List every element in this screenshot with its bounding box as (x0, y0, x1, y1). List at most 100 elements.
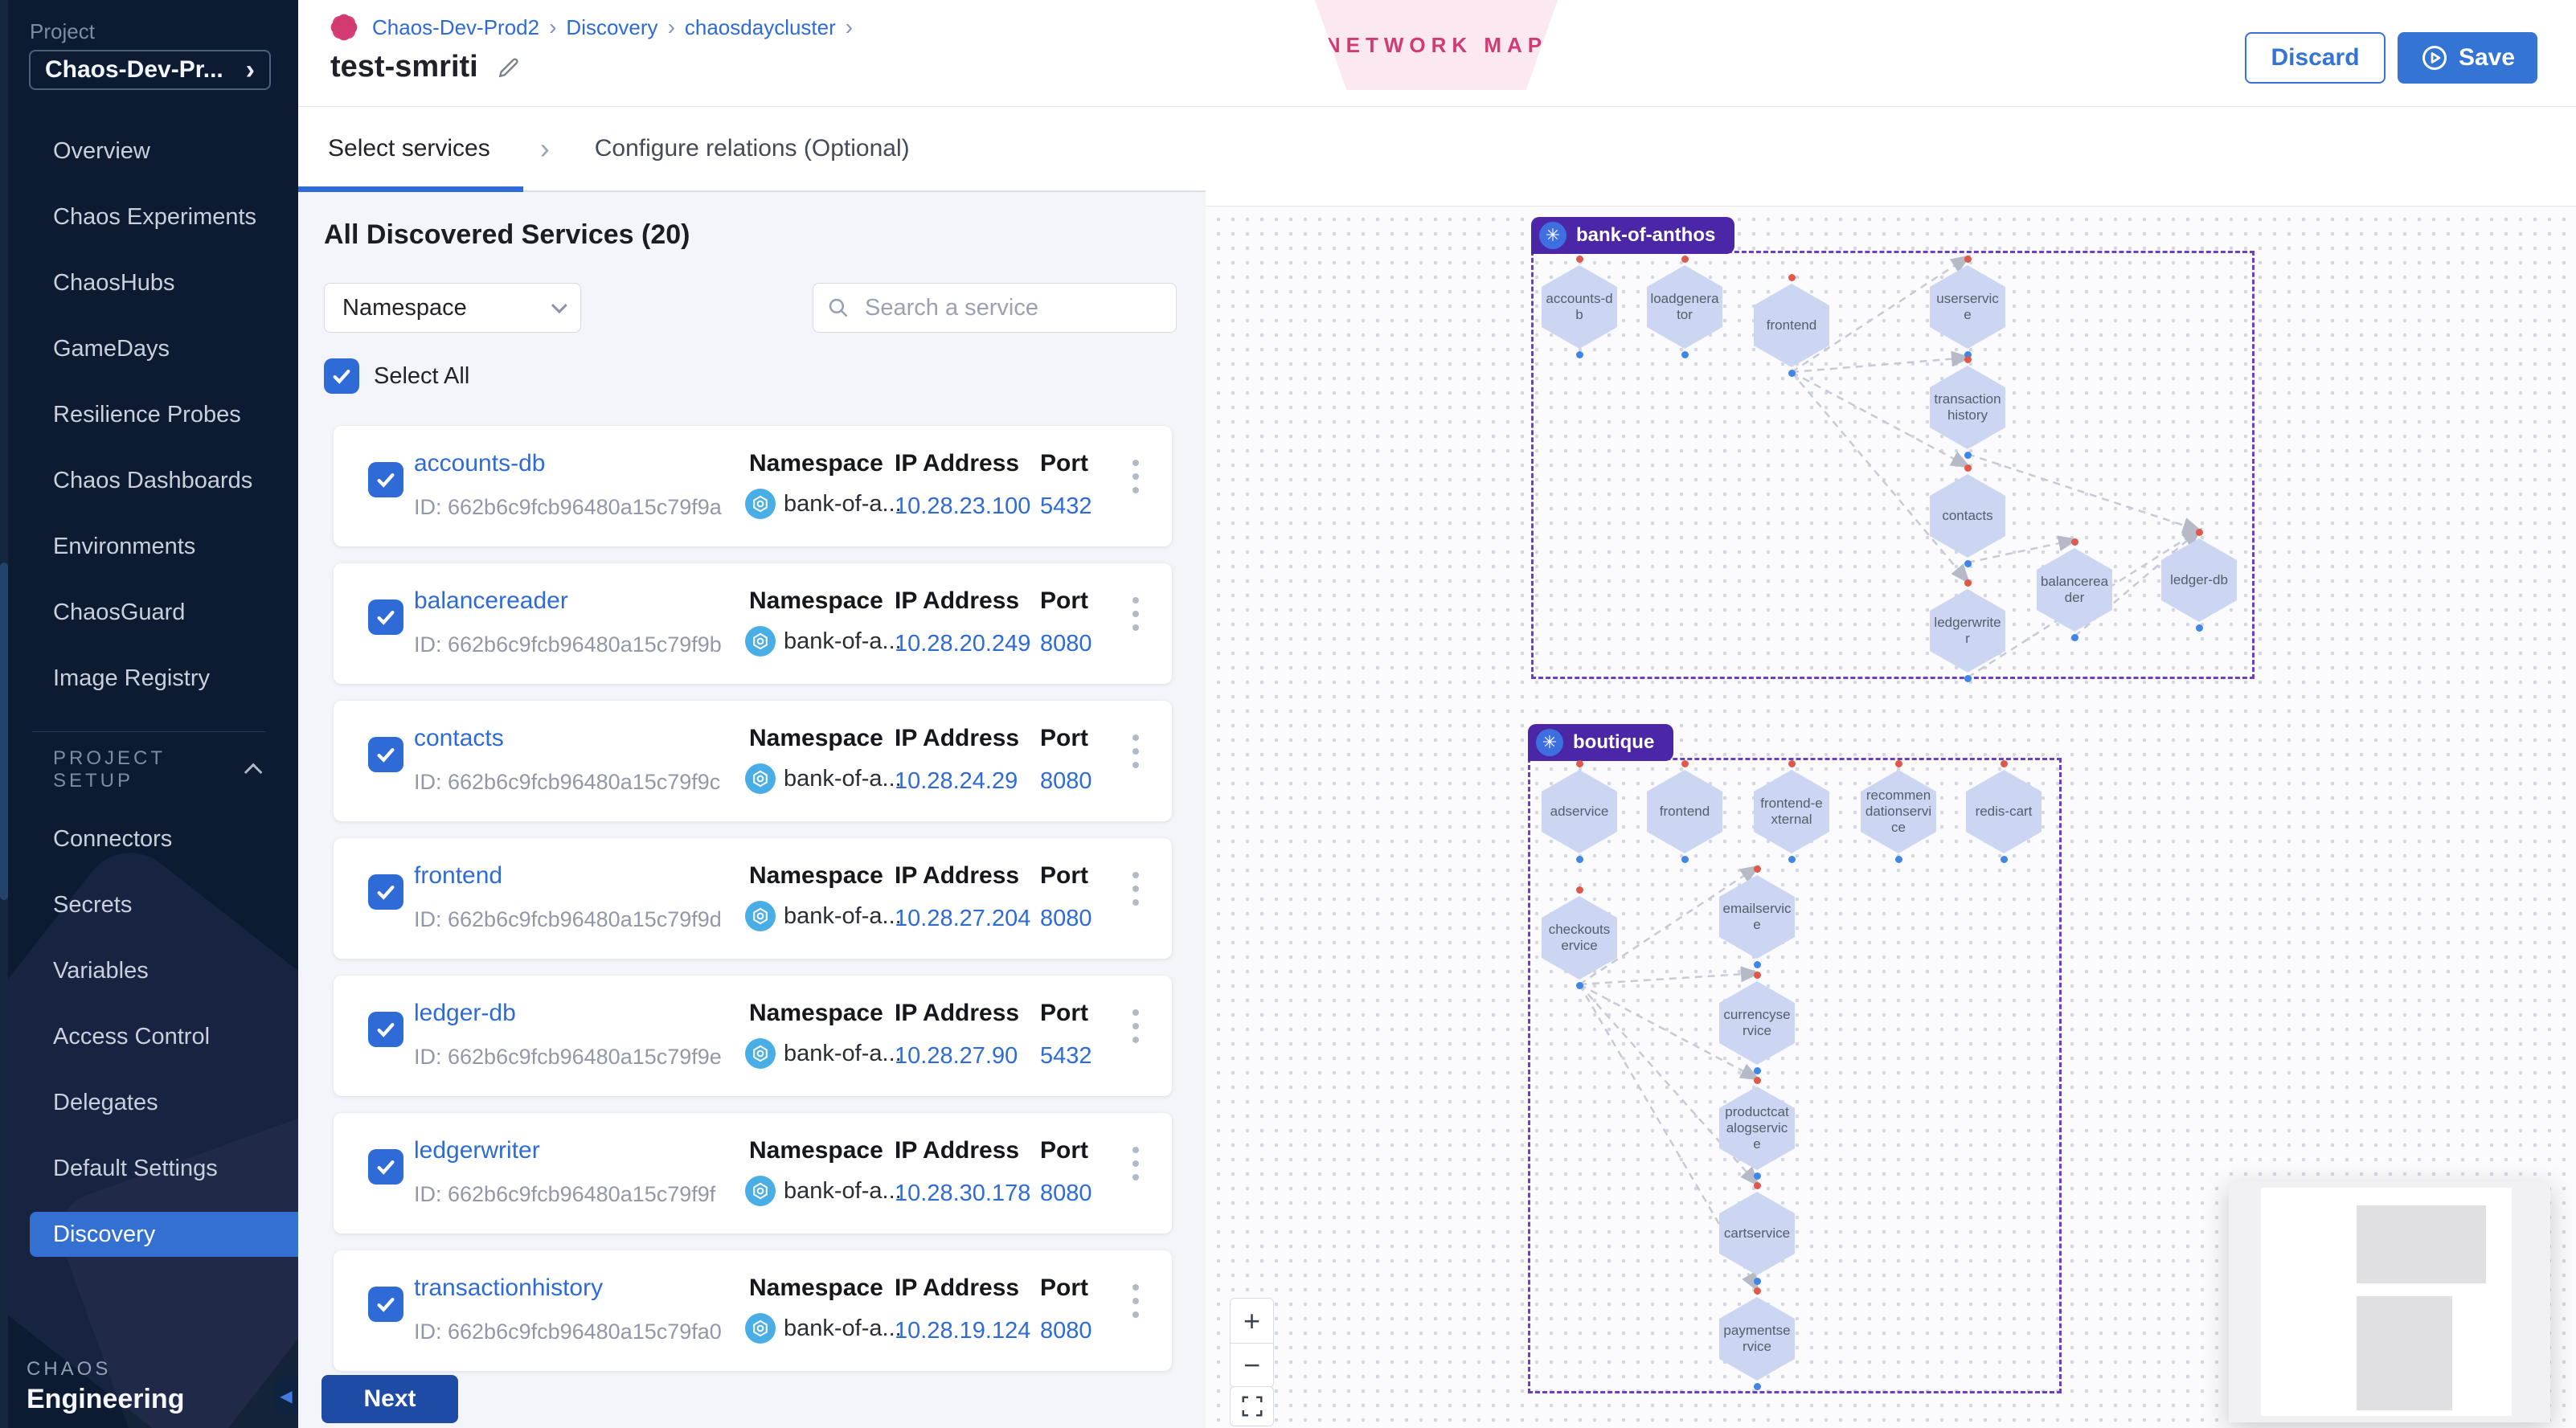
breadcrumb-link-chaosdaycluster[interactable]: chaosdaycluster (684, 14, 836, 39)
node-output-dot (1788, 856, 1796, 863)
service-port: 8080 (1040, 1318, 1092, 1344)
project-setup-header[interactable]: PROJECT SETUP (53, 747, 263, 792)
sidebar-collapse-button[interactable]: ◀ (274, 1377, 298, 1414)
node-input-dot (1964, 579, 1972, 587)
service-namespace: bank-of-a... (745, 1038, 902, 1069)
page-header: Chaos-Dev-Prod2 › Discovery › chaosdaycluste… (298, 0, 2576, 107)
kebab-menu[interactable] (1129, 869, 1142, 909)
kebab-menu[interactable] (1129, 1006, 1142, 1046)
column-header-ip: IP Address (895, 1275, 1020, 1301)
sidebar-item-overview[interactable]: Overview (53, 137, 150, 164)
kebab-menu[interactable] (1129, 1281, 1142, 1321)
sidebar-item-chaos-dashboards[interactable]: Chaos Dashboards (53, 467, 253, 493)
select-all-checkbox[interactable] (324, 358, 359, 394)
sidebar-item-discovery[interactable]: Discovery (30, 1212, 298, 1257)
node-output-dot (1964, 351, 1972, 358)
node-input-dot (2195, 529, 2203, 536)
column-header-ip: IP Address (895, 1000, 1020, 1026)
brand-bottom: Engineering (27, 1384, 185, 1414)
sidebar-item-environments[interactable]: Environments (53, 533, 196, 559)
search-input[interactable] (813, 283, 1177, 333)
service-card-balancereader: balancereader ID: 662b6c9fcb96480a15c79f… (334, 563, 1172, 684)
sidebar-item-variables[interactable]: Variables (53, 957, 149, 984)
service-name-link[interactable]: frontend (414, 862, 503, 889)
namespace-icon (745, 763, 776, 794)
kebab-menu[interactable] (1129, 1144, 1142, 1184)
node-output-dot (2070, 634, 2078, 641)
node-input-dot (1894, 760, 1902, 767)
breadcrumb-link-discovery[interactable]: Discovery (566, 14, 658, 39)
service-name-link[interactable]: transactionhistory (414, 1275, 604, 1301)
service-checkbox[interactable] (368, 599, 403, 635)
column-header-namespace: Namespace (749, 587, 883, 614)
service-port: 5432 (1040, 493, 1092, 519)
node-input-dot (1964, 464, 1972, 472)
namespace-filter-dropdown[interactable]: Namespace (324, 283, 581, 333)
next-button[interactable]: Next (321, 1375, 458, 1423)
service-checkbox[interactable] (368, 1287, 403, 1322)
service-checkbox[interactable] (368, 737, 403, 772)
service-id: ID: 662b6c9fcb96480a15c79fa0 (414, 1320, 722, 1344)
fullscreen-button[interactable] (1230, 1386, 1274, 1426)
active-tab-underline (298, 186, 523, 192)
sidebar-scrollbar[interactable] (0, 0, 8, 1428)
breadcrumb-separator: › (667, 14, 675, 39)
kubernetes-icon: ✳ (1539, 222, 1566, 249)
node-output-dot (1753, 1172, 1761, 1180)
sidebar-item-image-registry[interactable]: Image Registry (53, 665, 211, 691)
namespace-badge[interactable]: ✳ boutique (1528, 724, 1674, 761)
service-ip: 10.28.27.90 (895, 1043, 1018, 1069)
sidebar-item-access-control[interactable]: Access Control (53, 1023, 211, 1050)
discard-button[interactable]: Discard (2245, 32, 2386, 84)
node-input-dot (1575, 256, 1583, 263)
namespace-badge[interactable]: ✳ bank-of-anthos (1531, 217, 1735, 254)
kebab-menu[interactable] (1129, 456, 1142, 497)
sidebar-item-connectors[interactable]: Connectors (53, 825, 173, 852)
service-name-link[interactable]: accounts-db (414, 450, 546, 477)
zoom-out-button[interactable]: − (1231, 1343, 1273, 1387)
sidebar-item-chaosguard[interactable]: ChaosGuard (53, 599, 186, 625)
network-map-canvas[interactable]: + − ✳ bank-of-anthos accounts-d b loadgen… (1206, 206, 2576, 1428)
column-header-ip: IP Address (895, 862, 1020, 889)
service-name-link[interactable]: ledger-db (414, 1000, 516, 1026)
sidebar-item-chaos-experiments[interactable]: Chaos Experiments (53, 203, 257, 230)
namespace-icon (745, 901, 776, 931)
tab-select-services[interactable]: Select services (328, 135, 490, 162)
tab-configure-relations[interactable]: Configure relations (Optional) (594, 135, 910, 162)
namespace-icon (745, 626, 776, 657)
kebab-menu[interactable] (1129, 594, 1142, 634)
sidebar-item-default-settings[interactable]: Default Settings (53, 1155, 218, 1181)
node-output-dot (1753, 1067, 1761, 1074)
service-id: ID: 662b6c9fcb96480a15c79f9c (414, 770, 721, 794)
service-port: 5432 (1040, 1043, 1092, 1069)
node-output-dot (1788, 370, 1796, 377)
service-namespace: bank-of-a... (745, 763, 902, 794)
save-button[interactable]: Save (2398, 32, 2537, 84)
project-selector[interactable]: Chaos-Dev-Pr... › (29, 50, 271, 90)
sidebar-item-resilience-probes[interactable]: Resilience Probes (53, 401, 241, 428)
sidebar-item-chaoshubs[interactable]: ChaosHubs (53, 269, 175, 296)
edit-pencil-icon[interactable] (496, 55, 522, 80)
node-output-dot (1964, 560, 1972, 567)
service-checkbox[interactable] (368, 462, 403, 497)
minimap[interactable] (2229, 1181, 2550, 1422)
sidebar-item-gamedays[interactable]: GameDays (53, 335, 170, 362)
zoom-in-button[interactable]: + (1231, 1299, 1273, 1343)
service-name-link[interactable]: ledgerwriter (414, 1137, 540, 1164)
breadcrumb-link-chaos-dev-prod2[interactable]: Chaos-Dev-Prod2 (372, 14, 540, 39)
service-name-link[interactable]: balancereader (414, 587, 568, 614)
namespace-icon (745, 1038, 776, 1069)
sidebar-item-delegates[interactable]: Delegates (53, 1089, 158, 1115)
service-name-link[interactable]: contacts (414, 725, 504, 751)
column-header-port: Port (1040, 725, 1088, 751)
service-namespace: bank-of-a... (745, 489, 902, 519)
service-checkbox[interactable] (368, 1012, 403, 1047)
kubernetes-icon: ✳ (1536, 729, 1563, 756)
sidebar-item-secrets[interactable]: Secrets (53, 891, 133, 918)
service-checkbox[interactable] (368, 1149, 403, 1185)
service-checkbox[interactable] (368, 874, 403, 910)
service-port: 8080 (1040, 631, 1092, 657)
scrollbar-thumb[interactable] (0, 563, 8, 900)
node-input-dot (1575, 760, 1583, 767)
kebab-menu[interactable] (1129, 731, 1142, 771)
